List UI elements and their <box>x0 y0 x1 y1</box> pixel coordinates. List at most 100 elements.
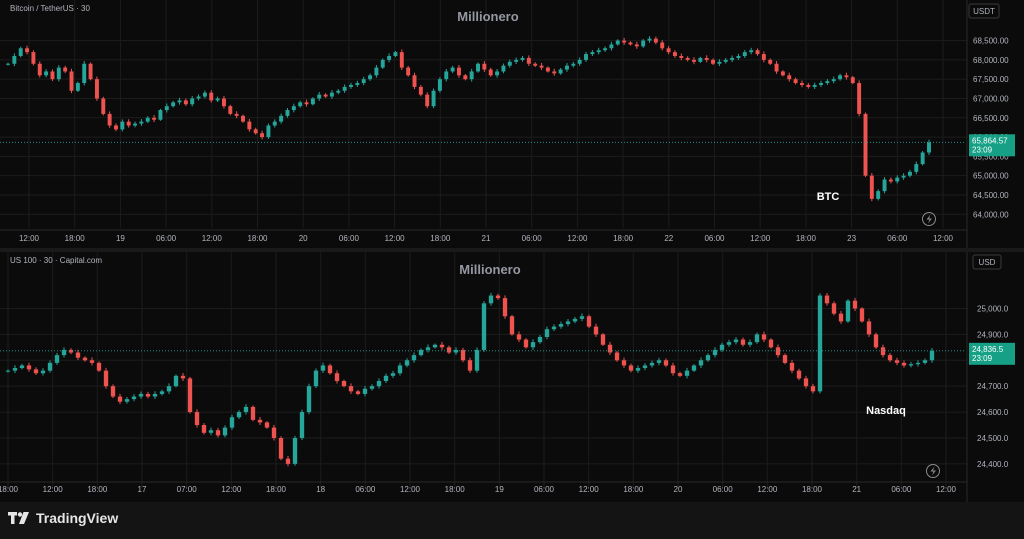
nasdaq-candle <box>803 378 809 387</box>
nasdaq-candle <box>348 386 354 392</box>
nasdaq-lightning-icon[interactable] <box>926 464 940 478</box>
btc-candle <box>75 83 80 91</box>
nasdaq-candle <box>740 339 746 345</box>
nasdaq-candle <box>859 308 865 322</box>
nasdaq-candle <box>117 396 123 402</box>
btc-candle <box>431 90 436 107</box>
btc-candle <box>698 57 703 62</box>
nasdaq-candle <box>194 412 200 426</box>
btc-grid <box>0 0 968 248</box>
nasdaq-candle <box>355 391 361 394</box>
nasdaq-candle <box>530 342 536 348</box>
btc-price-tick: 65,500.00 <box>973 152 1009 161</box>
pane-separator[interactable] <box>0 248 1024 252</box>
btc-chart-pane[interactable]: Bitcoin / TetherUS · 30 Millionero BTC 6… <box>0 0 1024 248</box>
footer-bar <box>0 502 1024 539</box>
nasdaq-candle <box>649 362 655 366</box>
btc-candle <box>907 171 912 176</box>
btc-candle <box>247 121 252 130</box>
nasdaq-candle <box>831 303 837 314</box>
nasdaq-candle <box>215 430 221 436</box>
btc-candle <box>221 98 226 107</box>
btc-candle <box>380 59 385 68</box>
nasdaq-chart[interactable]: US 100 · 30 · Capital.com Millionero Nas… <box>0 252 1024 502</box>
nasdaq-candle <box>551 326 557 330</box>
btc-candle <box>241 115 245 122</box>
nasdaq-candle <box>894 360 900 363</box>
nasdaq-candle <box>922 360 928 363</box>
nasdaq-candle <box>75 352 81 358</box>
nasdaq-candle <box>761 334 767 340</box>
btc-candle <box>596 50 601 53</box>
btc-candle <box>819 83 823 85</box>
btc-candle <box>63 67 68 72</box>
btc-candle <box>723 59 728 62</box>
nasdaq-price-tick: 24,700.0 <box>977 382 1009 391</box>
nasdaq-candle <box>817 295 823 392</box>
btc-chart[interactable]: Bitcoin / TetherUS · 30 Millionero BTC 6… <box>0 0 1024 248</box>
nasdaq-candle <box>96 362 102 371</box>
nasdaq-time-tick: 06:00 <box>713 485 734 494</box>
nasdaq-candle <box>579 316 585 319</box>
btc-time-tick: 22 <box>664 234 673 243</box>
nasdaq-price-tick: 24,500.0 <box>977 434 1009 443</box>
nasdaq-candle <box>698 360 704 366</box>
nasdaq-candle <box>222 427 228 436</box>
nasdaq-candle <box>677 373 683 376</box>
btc-time-tick: 06:00 <box>339 234 360 243</box>
nasdaq-currency-button[interactable] <box>972 254 1002 270</box>
nasdaq-time-tick: 21 <box>852 485 861 494</box>
nasdaq-candle <box>180 375 186 379</box>
btc-candle <box>145 117 150 122</box>
btc-candle <box>539 65 544 68</box>
nasdaq-time-tick: 12:00 <box>221 485 242 494</box>
nasdaq-candle <box>47 362 53 371</box>
nasdaq-candle <box>768 339 774 348</box>
btc-candle <box>260 133 265 138</box>
nasdaq-candle <box>474 349 480 371</box>
btc-lightning-icon[interactable] <box>922 212 936 226</box>
btc-candle <box>361 79 366 84</box>
btc-candle <box>412 75 417 87</box>
btc-symbol-label: Bitcoin / TetherUS · 30 <box>10 4 90 13</box>
btc-candle <box>717 61 722 64</box>
tradingview-logo[interactable]: TradingView <box>8 510 118 526</box>
btc-candle <box>463 75 468 80</box>
btc-candle <box>139 121 144 124</box>
nasdaq-candle <box>173 375 179 387</box>
nasdaq-candle <box>810 386 816 392</box>
btc-currency-button[interactable] <box>968 3 1000 19</box>
btc-candle <box>685 57 690 60</box>
nasdaq-candle <box>509 316 515 335</box>
nasdaq-candle <box>306 386 312 413</box>
nasdaq-candle <box>432 344 438 348</box>
btc-time-tick: 12:00 <box>202 234 223 243</box>
btc-candle <box>526 57 531 64</box>
btc-candle <box>533 63 538 66</box>
nasdaq-candle <box>873 334 879 348</box>
btc-candle <box>914 164 919 172</box>
nasdaq-countdown: 23:09 <box>972 354 993 363</box>
btc-candle <box>736 56 741 58</box>
nasdaq-candle <box>901 362 907 366</box>
nasdaq-chart-pane[interactable]: US 100 · 30 · Capital.com Millionero Nas… <box>0 252 1024 502</box>
btc-candle <box>88 63 93 80</box>
btc-candle <box>37 63 42 76</box>
nasdaq-candle <box>558 324 564 327</box>
btc-candle <box>876 191 881 199</box>
nasdaq-time-tick: 18:00 <box>87 485 108 494</box>
btc-candle <box>742 52 747 57</box>
nasdaq-candle <box>565 321 571 325</box>
nasdaq-last-price: 24,836.5 <box>972 345 1004 354</box>
btc-candle <box>177 100 182 103</box>
btc-candle <box>501 65 506 72</box>
btc-candle <box>571 63 576 66</box>
btc-candle <box>660 42 665 49</box>
btc-watermark: Millionero <box>457 9 518 24</box>
nasdaq-candle <box>516 334 522 340</box>
nasdaq-candle <box>607 344 613 353</box>
btc-candles <box>6 36 931 202</box>
nasdaq-watermark: Millionero <box>459 262 520 277</box>
nasdaq-candle <box>131 396 137 400</box>
btc-candle <box>82 63 87 84</box>
